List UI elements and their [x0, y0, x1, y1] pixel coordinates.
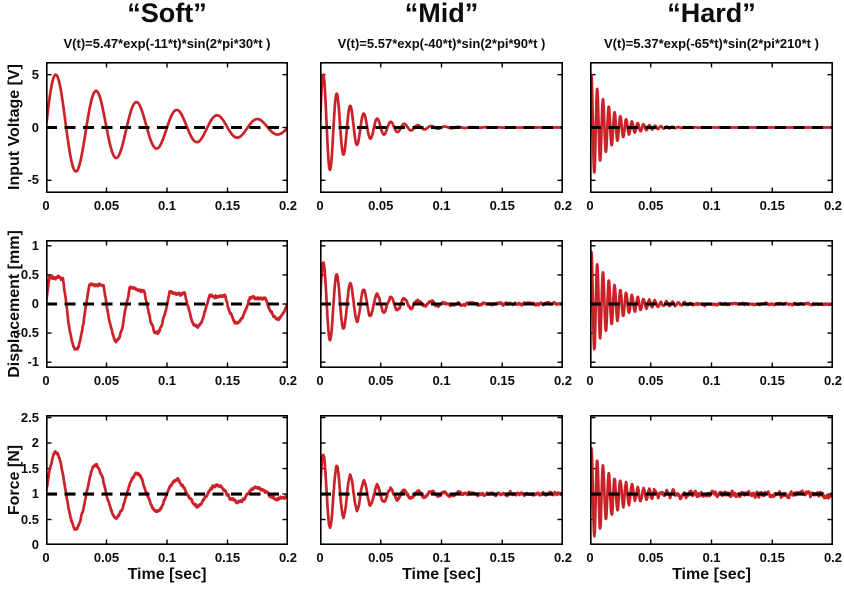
equation-hard: V(t)=5.37*exp(-65*t)*sin(2*pi*210*t ): [604, 36, 819, 51]
y-tick-label: 1: [31, 486, 39, 502]
y-axis-label-force: Force [N]: [6, 444, 23, 516]
plot-displacement-mid: [320, 240, 563, 368]
plot-displacement-soft: [46, 240, 288, 368]
x-tick-label: 0.05: [638, 198, 664, 213]
x-tick-label: 0.05: [638, 550, 664, 565]
x-tick-label: 0.05: [93, 373, 120, 388]
y-tick-label: 2.5: [20, 409, 39, 425]
x-tick-label: 0.2: [278, 550, 298, 565]
plot-force-hard: [590, 415, 833, 545]
x-tick-label: 0: [42, 198, 50, 213]
x-tick-label: 0.2: [553, 550, 573, 565]
chart-input-voltage-mid: [320, 62, 563, 193]
chart-displacement-mid: [320, 240, 563, 368]
x-tick-label: 0.2: [823, 550, 843, 565]
x-tick-label: 0.2: [823, 198, 843, 213]
axes-box: [46, 62, 288, 193]
column-title-mid: “Mid”: [404, 0, 479, 28]
x-tick-label: 0: [586, 550, 594, 565]
y-tick-label: 0: [31, 119, 39, 135]
x-tick-label: 0.05: [93, 198, 120, 213]
x-tick-label: 0.05: [368, 373, 394, 388]
axes-box: [320, 62, 563, 193]
x-tick-label: 0.1: [157, 373, 177, 388]
axes-box: [320, 415, 563, 545]
x-tick-label: 0: [42, 550, 50, 565]
plot-input-voltage-hard: [590, 62, 833, 193]
x-axis-label-time-mid: Time [sec]: [402, 566, 481, 583]
y-tick-label: -5: [27, 172, 39, 188]
x-tick-label: 0.15: [489, 550, 515, 565]
x-tick-label: 0.1: [702, 550, 721, 565]
y-tick-label: 0: [31, 296, 39, 311]
axes-box: [590, 62, 833, 193]
plot-input-voltage-mid: [320, 62, 563, 193]
y-tick-label: -1: [27, 354, 39, 370]
x-tick-label: 0.2: [553, 198, 573, 213]
x-tick-label: 0.05: [368, 550, 394, 565]
x-tick-label: 0.15: [489, 373, 515, 388]
axes-box: [590, 240, 833, 368]
x-tick-label: 0.15: [759, 550, 785, 565]
x-tick-label: 0: [586, 373, 594, 388]
x-tick-label: 0.2: [278, 198, 298, 213]
x-tick-label: 0.1: [702, 373, 721, 388]
y-tick-label: 0.5: [20, 266, 39, 282]
equation-mid: V(t)=5.57*exp(-40*t)*sin(2*pi*90*t ): [337, 36, 546, 51]
axes-box: [320, 240, 563, 368]
x-tick-label: 0.15: [214, 373, 241, 388]
x-tick-label: 0.15: [759, 373, 785, 388]
chart-input-voltage-soft: [46, 62, 288, 193]
y-tick-label: 1: [31, 237, 39, 253]
x-tick-label: 0.1: [432, 550, 451, 565]
chart-displacement-hard: [590, 240, 833, 368]
chart-displacement-soft: [46, 240, 288, 368]
axes-box: [46, 240, 288, 368]
x-tick-label: 0.15: [214, 198, 241, 213]
x-tick-label: 0.1: [702, 198, 721, 213]
plot-displacement-hard: [590, 240, 833, 368]
column-title-soft: “Soft”: [127, 0, 207, 28]
chart-force-hard: [590, 415, 833, 545]
axes-box: [46, 415, 288, 545]
x-tick-label: 0.1: [432, 373, 451, 388]
equation-soft: V(t)=5.47*exp(-11*t)*sin(2*pi*30*t ): [63, 36, 271, 51]
y-tick-label: 2: [31, 435, 39, 451]
x-tick-label: 0.05: [368, 198, 394, 213]
x-tick-label: 0.1: [432, 198, 451, 213]
x-tick-label: 0: [586, 198, 594, 213]
y-tick-label: 5: [31, 66, 39, 82]
x-axis-label-time-soft: Time [sec]: [127, 566, 207, 583]
chart-input-voltage-hard: [590, 62, 833, 193]
x-tick-label: 0: [316, 198, 324, 213]
x-tick-label: 0.15: [214, 550, 241, 565]
plot-force-soft: [46, 415, 288, 545]
x-tick-label: 0: [42, 373, 50, 388]
axes-box: [590, 415, 833, 545]
chart-force-soft: [46, 415, 288, 545]
x-tick-label: 0.2: [553, 373, 573, 388]
x-tick-label: 0.15: [759, 198, 785, 213]
column-title-hard: “Hard”: [667, 0, 756, 28]
x-tick-label: 0.2: [278, 373, 298, 388]
y-tick-label: -0.5: [16, 325, 39, 341]
y-tick-label: 0.5: [20, 511, 39, 527]
x-tick-label: 0.05: [638, 373, 664, 388]
x-tick-label: 0.05: [93, 550, 120, 565]
plot-force-mid: [320, 415, 563, 545]
x-tick-label: 0.15: [489, 198, 515, 213]
y-tick-label: 0: [31, 537, 39, 552]
x-tick-label: 0.2: [823, 373, 843, 388]
x-tick-label: 0.1: [157, 198, 177, 213]
chart-force-mid: [320, 415, 563, 545]
y-tick-label: 1.5: [20, 460, 39, 476]
x-tick-label: 0.1: [157, 550, 177, 565]
x-tick-label: 0: [316, 550, 324, 565]
x-axis-label-time-hard: Time [sec]: [672, 566, 751, 583]
plot-input-voltage-soft: [46, 62, 288, 193]
x-tick-label: 0: [316, 373, 324, 388]
